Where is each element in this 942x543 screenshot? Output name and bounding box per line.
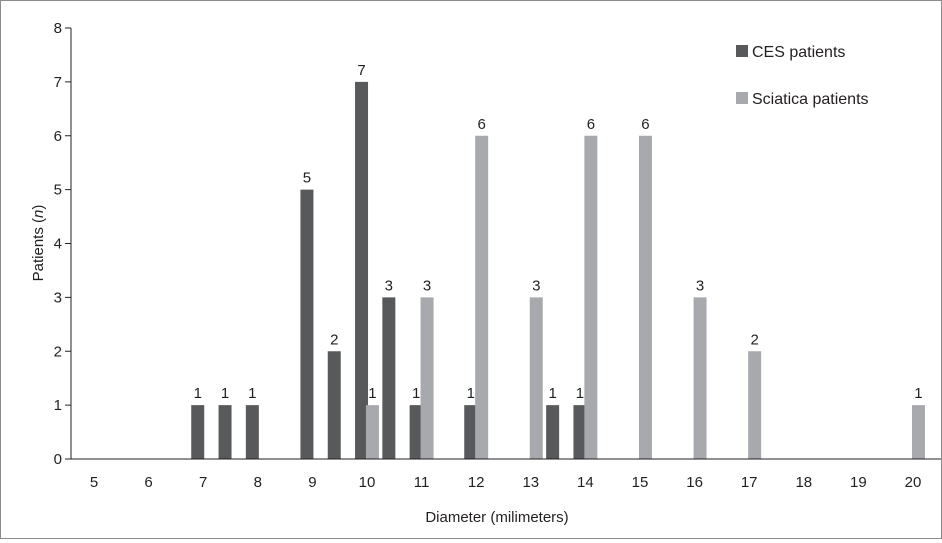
sciatica-bar-value-label: 6 xyxy=(641,116,649,133)
x-tick-label: 19 xyxy=(850,474,867,491)
ces-bar xyxy=(546,405,560,459)
ces-bar xyxy=(327,351,341,459)
sciatica-bar xyxy=(638,135,652,459)
ces-bar xyxy=(464,405,478,459)
ces-bar-value-label: 3 xyxy=(385,277,393,294)
sciatica-bar-value-label: 3 xyxy=(532,277,540,294)
ces-bar-value-label: 1 xyxy=(221,385,229,402)
x-tick-label: 16 xyxy=(686,474,703,491)
x-tick-label: 10 xyxy=(359,474,376,491)
ces-bar xyxy=(191,405,205,459)
ces-bar-value-label: 1 xyxy=(467,385,475,402)
ces-bar xyxy=(218,405,232,459)
ces-bar-value-label: 2 xyxy=(330,331,338,348)
sciatica-bar-value-label: 1 xyxy=(368,385,376,402)
sciatica-bar xyxy=(529,297,543,459)
sciatica-bar xyxy=(365,405,379,459)
x-tick-label: 14 xyxy=(577,474,594,491)
y-tick-label: 6 xyxy=(54,128,62,145)
ces-bar-value-label: 5 xyxy=(303,170,311,187)
ces-bar xyxy=(245,405,259,459)
ces-bar-value-label: 1 xyxy=(194,385,202,402)
x-tick-label: 18 xyxy=(795,474,812,491)
y-tick-label: 1 xyxy=(54,397,62,414)
legend-label-sciatica: Sciatica patients xyxy=(752,91,869,108)
ces-bar xyxy=(573,405,587,459)
sciatica-bar-value-label: 3 xyxy=(696,277,704,294)
y-tick-label: 3 xyxy=(54,289,62,306)
ces-bar-value-label: 1 xyxy=(548,385,556,402)
x-tick-label: 7 xyxy=(199,474,207,491)
legend-label-ces: CES patients xyxy=(752,44,845,61)
x-axis-title: Diameter (milimeters) xyxy=(425,509,568,526)
y-tick-label: 8 xyxy=(54,20,62,37)
sciatica-bar xyxy=(693,297,707,459)
y-tick-label: 0 xyxy=(54,451,62,468)
sciatica-bar-value-label: 3 xyxy=(423,277,431,294)
legend-swatch-sciatica xyxy=(736,92,748,104)
ces-bar xyxy=(355,81,369,459)
x-tick-label: 20 xyxy=(905,474,922,491)
ces-bar-value-label: 1 xyxy=(576,385,584,402)
sciatica-bar xyxy=(748,351,762,459)
ces-bar xyxy=(382,297,396,459)
legend: CES patients Sciatica patients xyxy=(736,44,869,108)
x-tick-label: 6 xyxy=(144,474,152,491)
sciatica-bar xyxy=(420,297,434,459)
sciatica-bar-value-label: 2 xyxy=(750,331,758,348)
x-tick-label: 12 xyxy=(468,474,485,491)
sciatica-bar xyxy=(911,405,925,459)
x-tick-label: 11 xyxy=(414,474,430,491)
ces-bar xyxy=(300,189,314,459)
ces-bar-value-label: 1 xyxy=(412,385,420,402)
x-tick-label: 9 xyxy=(308,474,316,491)
y-axis-title: Patients (n) xyxy=(30,205,47,282)
y-tick-label: 7 xyxy=(54,74,62,91)
ces-bar-value-label: 1 xyxy=(248,385,256,402)
x-axis-ticks: 5 6 7 8 9 10 11 12 13 14 15 16 17 18 19 20 xyxy=(90,474,922,491)
sciatica-bar xyxy=(475,135,489,459)
y-tick-label: 4 xyxy=(54,236,62,253)
x-tick-label: 17 xyxy=(741,474,758,491)
sciatica-bar xyxy=(584,135,598,459)
sciatica-bar-value-label: 6 xyxy=(477,116,485,133)
bars-layer: 1 1 1 5 2 7 3 1 1 1 1 1 3 6 3 6 6 3 2 1 xyxy=(191,62,925,459)
x-tick-label: 8 xyxy=(254,474,262,491)
ces-bar-value-label: 7 xyxy=(357,62,365,79)
x-tick-label: 13 xyxy=(522,474,539,491)
x-tick-label: 5 xyxy=(90,474,98,491)
x-tick-label: 15 xyxy=(632,474,649,491)
y-tick-label: 2 xyxy=(54,343,62,360)
sciatica-bar-value-label: 6 xyxy=(587,116,595,133)
y-tick-label: 5 xyxy=(54,182,62,199)
sciatica-bar-value-label: 1 xyxy=(914,385,922,402)
legend-swatch-ces xyxy=(736,45,748,57)
ces-bar xyxy=(409,405,423,459)
y-axis-ticks: 0 1 2 3 4 5 6 7 8 xyxy=(54,20,71,468)
